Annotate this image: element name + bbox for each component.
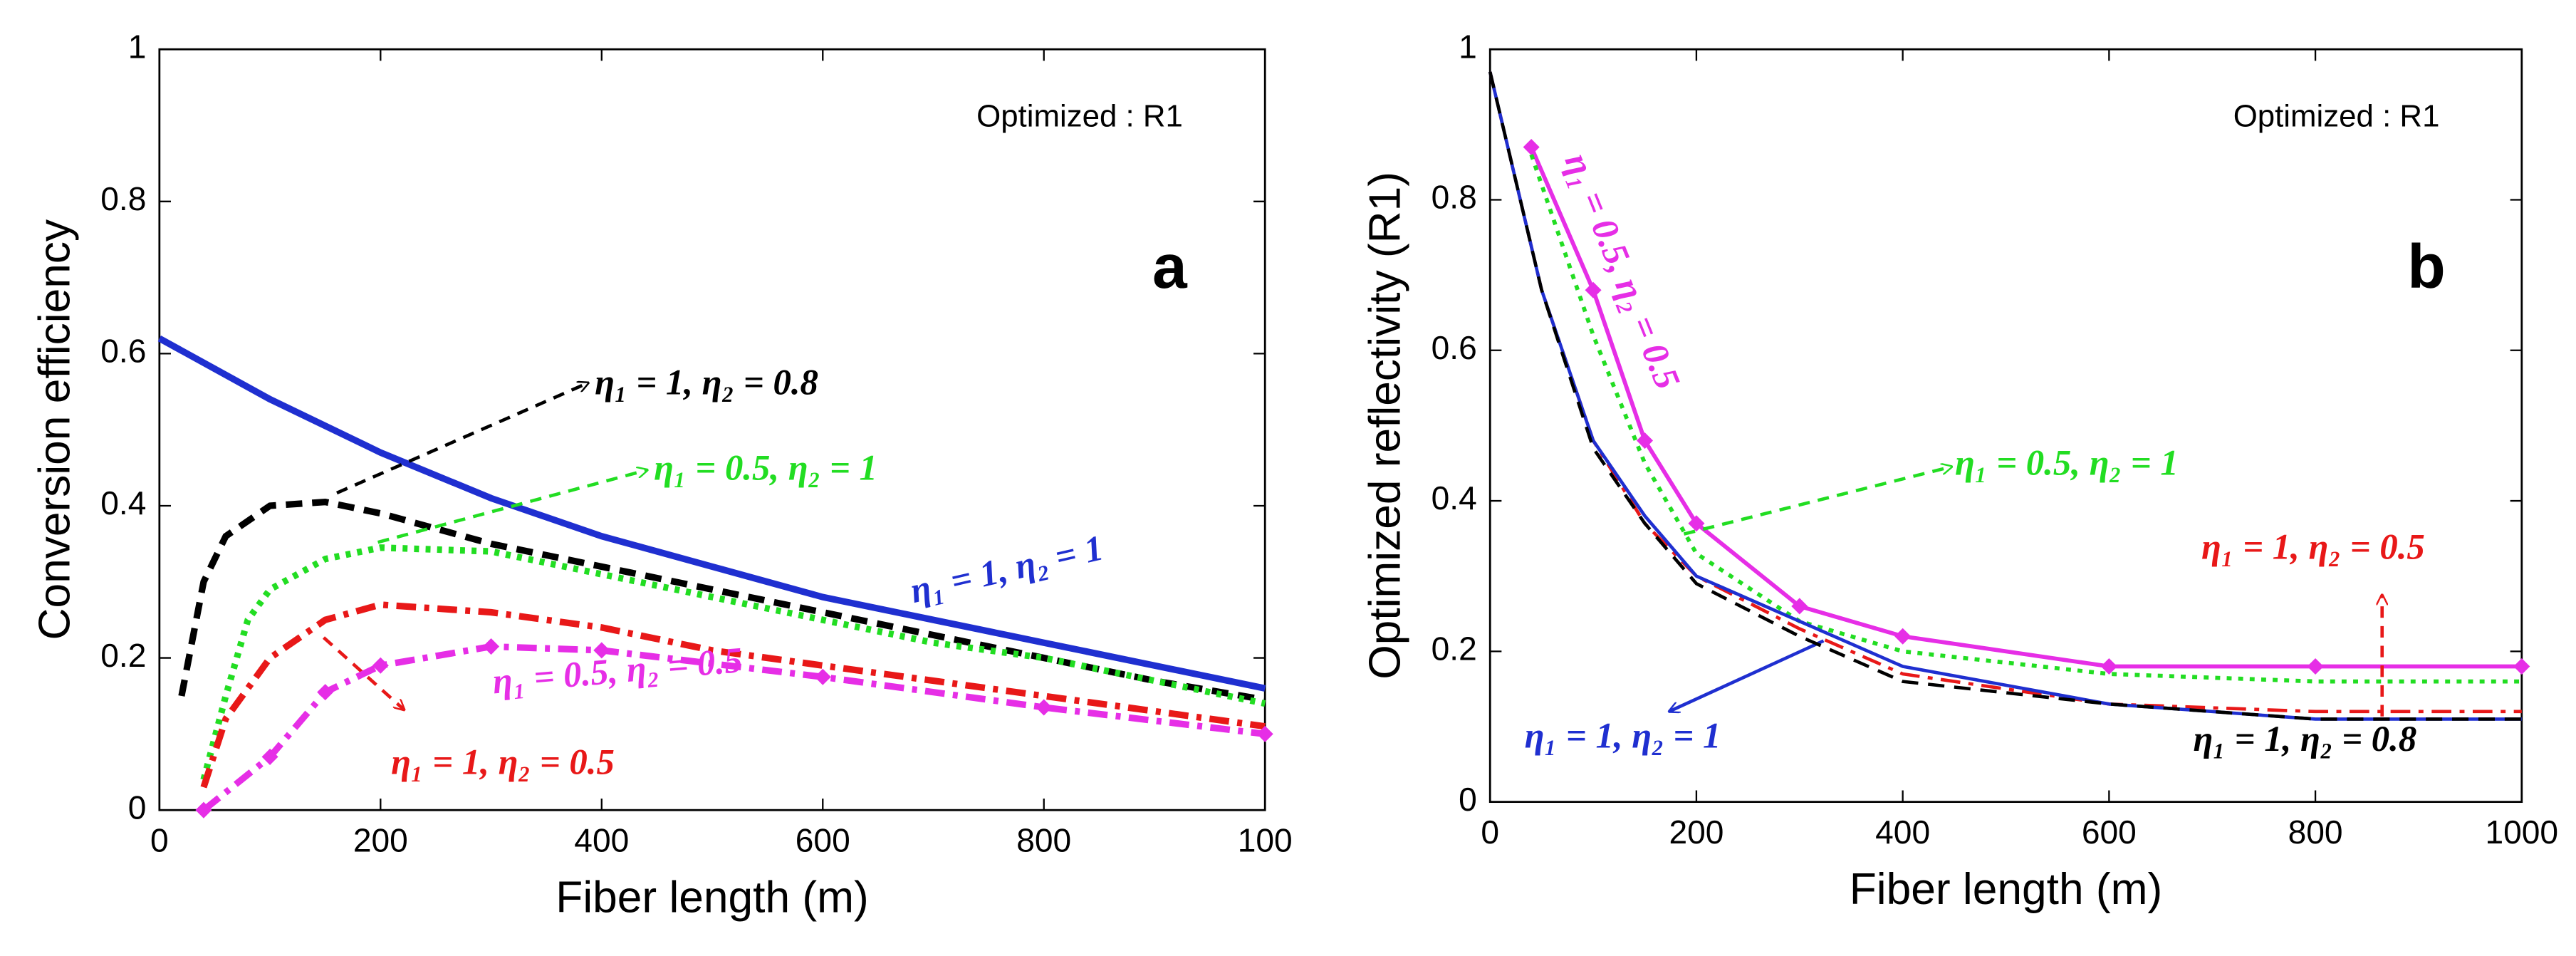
- x-axis-label: Fiber length (m): [556, 873, 868, 922]
- x-tick-label: 0: [1481, 814, 1499, 851]
- series-label: η₁ = 1, η₂ = 1: [1525, 716, 1721, 756]
- y-tick-label: 0.2: [100, 637, 146, 674]
- x-tick-label: 800: [2288, 814, 2343, 851]
- series-line: [1529, 154, 2522, 684]
- data-point: [261, 748, 278, 765]
- data-point: [1688, 515, 1705, 532]
- x-tick-label: 600: [2082, 814, 2137, 851]
- label-arrow: [336, 383, 588, 495]
- y-tick-label: 0: [128, 789, 147, 826]
- x-tick-label: 1000: [2485, 814, 2558, 851]
- y-tick-label: 0.6: [100, 333, 146, 370]
- y-tick-label: 0.4: [1432, 479, 1477, 516]
- annotation: Optimized : R1: [2233, 99, 2440, 134]
- x-tick-label: 100: [1238, 821, 1293, 858]
- series-line: [200, 544, 1266, 781]
- data-point: [2513, 658, 2530, 675]
- y-axis-label: Conversion efficiency: [30, 219, 79, 640]
- y-tick-label: 0.2: [1432, 630, 1477, 667]
- label-arrow: [377, 470, 647, 544]
- series-label: η₁ = 1, η₂ = 0.5: [391, 742, 615, 782]
- y-tick-label: 0.8: [100, 180, 146, 217]
- data-point: [483, 638, 500, 655]
- data-point: [1036, 699, 1053, 716]
- series-label: η₁ = 0.5, η₂ = 1: [654, 448, 877, 488]
- x-tick-label: 200: [1669, 814, 1724, 851]
- x-tick-label: 200: [353, 821, 408, 858]
- x-tick-label: 800: [1016, 821, 1071, 858]
- label-arrow: [322, 636, 405, 710]
- series-label: η₁ = 1, η₂ = 1: [907, 527, 1107, 611]
- label-arrow: [1683, 467, 1951, 536]
- y-tick-label: 0.4: [100, 484, 146, 521]
- y-axis-label: Optimized reflectivity (R1): [1361, 172, 1410, 680]
- y-tick-label: 0.6: [1432, 329, 1477, 366]
- y-tick-label: 1: [1459, 28, 1477, 65]
- x-tick-label: 600: [796, 821, 850, 858]
- data-point: [195, 801, 212, 819]
- panel-label: b: [2407, 232, 2446, 301]
- series-line: [1488, 71, 2522, 721]
- plot-frame: [1488, 48, 2523, 804]
- data-point: [1585, 281, 1602, 298]
- panel-label: a: [1152, 232, 1188, 301]
- series-label: η₁ = 0.5, η₂ = 0.5: [1558, 147, 1689, 395]
- y-tick-label: 0.8: [1432, 179, 1477, 216]
- series-label: η₁ = 0.5, η₂ = 1: [1955, 443, 2179, 483]
- data-point: [2100, 658, 2117, 675]
- data-point: [372, 657, 389, 674]
- data-point: [1791, 598, 1808, 615]
- x-axis-label: Fiber length (m): [1850, 865, 2162, 914]
- series-line: [1488, 71, 2522, 721]
- data-point: [1894, 628, 1912, 645]
- data-point: [593, 642, 610, 659]
- data-point: [814, 668, 831, 685]
- data-point: [1523, 139, 1540, 156]
- series-line: [178, 498, 1266, 703]
- series-label: η₁ = 1, η₂ = 0.8: [2193, 719, 2416, 759]
- data-point: [1636, 432, 1654, 450]
- series-label: η₁ = 1, η₂ = 0.8: [595, 363, 818, 402]
- panel: 0 200 400 600 800 1000 0 0.2 0.4 0.6 0.8 1 Fiber len…: [1361, 28, 2558, 914]
- series-line: [1529, 146, 2522, 669]
- y-tick-label: 1: [128, 28, 147, 65]
- data-point: [2307, 658, 2324, 675]
- annotation: Optimized : R1: [976, 99, 1183, 134]
- plot-frame: [158, 48, 1266, 811]
- y-tick-label: 0: [1459, 781, 1477, 818]
- series-line: [157, 335, 1266, 692]
- x-tick-label: 400: [1875, 814, 1930, 851]
- x-tick-label: 0: [150, 821, 169, 858]
- x-tick-label: 400: [574, 821, 629, 858]
- label-arrow: [1669, 639, 1825, 712]
- series-line: [200, 601, 1266, 789]
- series-line: [1488, 71, 2522, 714]
- series-label: η₁ = 1, η₂ = 0.5: [2201, 526, 2425, 566]
